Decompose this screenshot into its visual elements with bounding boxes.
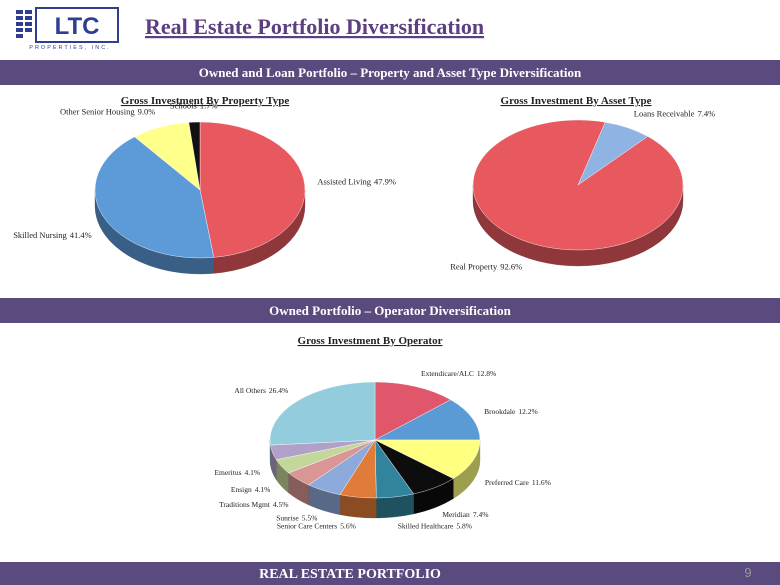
data-label: Ensign4.1% [231, 485, 270, 494]
label-value: 5.6% [340, 522, 356, 531]
logo: LTC PROPERTIES, INC. [16, 7, 119, 51]
data-label: Brookdale12.2% [484, 407, 538, 416]
label-category: Extendicare/ALC [421, 369, 474, 378]
data-label: All Others26.4% [234, 386, 288, 395]
slice [374, 399, 481, 441]
label-value: 11.6% [532, 478, 551, 487]
label-category: Assisted Living [317, 177, 371, 187]
banner [0, 298, 780, 323]
banner [0, 60, 780, 85]
label-value: 41.4% [70, 230, 92, 240]
slice [94, 136, 215, 259]
label-value: 26.4% [269, 386, 288, 395]
label-value: 7.4% [697, 108, 715, 118]
label-category: Skilled Nursing [13, 230, 67, 240]
label-value: 4.1% [255, 485, 271, 494]
page-number: 9 [744, 565, 751, 580]
label-category: Emeritus [214, 468, 241, 477]
logo-text: LTC [55, 13, 100, 40]
data-label: Loans Receivable7.4% [634, 108, 715, 118]
label-category: Sunrise [276, 514, 299, 523]
label-category: Meridian [442, 510, 470, 519]
chart-title: Gross Investment By Operator [298, 335, 443, 347]
slice [188, 121, 201, 191]
slice [269, 381, 376, 446]
label-value: 47.9% [374, 177, 396, 187]
label-category: Preferred Care [485, 478, 530, 487]
label-category: Other Senior Housing [60, 107, 135, 117]
data-label: Skilled Nursing41.4% [13, 230, 92, 240]
label-value: 4.1% [245, 468, 261, 477]
label-value: 9.0% [138, 107, 156, 117]
data-label: Assisted Living47.9% [317, 177, 396, 187]
label-category: Skilled Healthcare [398, 521, 454, 530]
data-label: Meridian7.4% [442, 510, 488, 519]
data-label: Extendicare/ALC12.8% [421, 369, 496, 378]
label-value: 5.5% [302, 514, 318, 523]
label-value: 12.8% [477, 369, 496, 378]
label-category: All Others [234, 386, 266, 395]
label-value: 5.8% [456, 521, 472, 530]
label-category: Traditions Mgmt [219, 500, 271, 509]
data-label: Other Senior Housing9.0% [60, 107, 155, 117]
data-label: Real Property92.6% [450, 262, 522, 272]
label-category: Senior Care Centers [277, 522, 337, 531]
slice [472, 119, 684, 251]
slice [374, 381, 452, 441]
footer-text: REAL ESTATE PORTFOLIO [259, 567, 441, 582]
label-category: Schools [170, 101, 197, 111]
slice [374, 439, 481, 479]
data-label: Traditions Mgmt4.5% [219, 500, 288, 509]
data-label: Schools1.7% [170, 101, 218, 111]
data-label: Skilled Healthcare5.8% [398, 521, 472, 530]
label-category: Ensign [231, 485, 252, 494]
footer-bar [0, 562, 780, 585]
banner-text: Owned Portfolio – Operator Diversificati… [269, 303, 511, 318]
label-value: 7.4% [473, 510, 489, 519]
label-category: Loans Receivable [634, 108, 695, 118]
slide-title: Real Estate Portfolio Diversification [145, 14, 484, 39]
label-value: 1.7% [200, 101, 218, 111]
logo-subtext: PROPERTIES, INC. [29, 45, 110, 51]
slice-side [339, 494, 377, 519]
data-label: Emeritus 4.1% [214, 468, 260, 477]
data-label: Preferred Care11.6% [485, 478, 551, 487]
banner-text: Owned and Loan Portfolio – Property and … [199, 65, 582, 80]
data-label: Sunrise5.5% [276, 514, 317, 523]
label-category: Real Property [450, 262, 498, 272]
chart-title: Gross Investment By Asset Type [501, 95, 652, 107]
label-value: 4.5% [273, 500, 289, 509]
label-value: 12.2% [518, 407, 537, 416]
data-label: Senior Care Centers5.6% [277, 522, 356, 531]
label-category: Brookdale [484, 407, 516, 416]
label-value: 92.6% [500, 262, 522, 272]
chart-title: Gross Investment By Property Type [121, 95, 290, 107]
slice [199, 121, 306, 258]
